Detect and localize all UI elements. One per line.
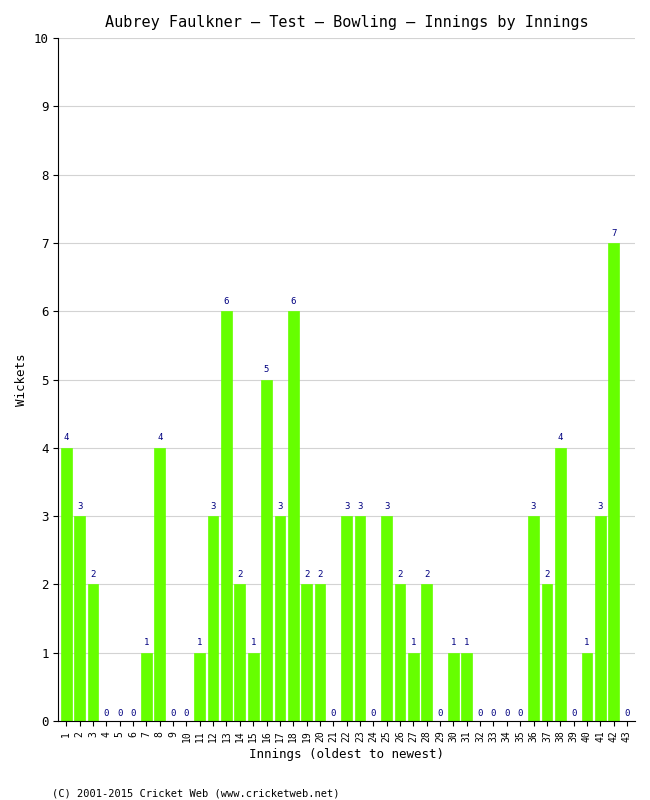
Bar: [74, 516, 85, 721]
Bar: [608, 243, 619, 721]
Bar: [235, 584, 245, 721]
Text: 6: 6: [224, 297, 229, 306]
Bar: [61, 448, 72, 721]
Bar: [582, 653, 592, 721]
Bar: [355, 516, 365, 721]
Text: 2: 2: [424, 570, 430, 579]
Text: 1: 1: [144, 638, 149, 647]
Bar: [208, 516, 218, 721]
Text: 0: 0: [437, 709, 443, 718]
Text: 2: 2: [397, 570, 403, 579]
Bar: [141, 653, 151, 721]
Text: 0: 0: [331, 709, 336, 718]
Text: 0: 0: [504, 709, 510, 718]
X-axis label: Innings (oldest to newest): Innings (oldest to newest): [249, 748, 444, 761]
Text: 0: 0: [517, 709, 523, 718]
Text: 0: 0: [571, 709, 577, 718]
Bar: [315, 584, 325, 721]
Text: 0: 0: [624, 709, 630, 718]
Bar: [555, 448, 566, 721]
Text: (C) 2001-2015 Cricket Web (www.cricketweb.net): (C) 2001-2015 Cricket Web (www.cricketwe…: [52, 788, 339, 798]
Text: 7: 7: [611, 229, 616, 238]
Text: 0: 0: [131, 709, 136, 718]
Bar: [221, 311, 232, 721]
Text: 0: 0: [117, 709, 122, 718]
Bar: [595, 516, 606, 721]
Title: Aubrey Faulkner – Test – Bowling – Innings by Innings: Aubrey Faulkner – Test – Bowling – Innin…: [105, 15, 588, 30]
Text: 6: 6: [291, 297, 296, 306]
Text: 1: 1: [197, 638, 203, 647]
Text: 0: 0: [491, 709, 496, 718]
Bar: [421, 584, 432, 721]
Bar: [462, 653, 472, 721]
Bar: [341, 516, 352, 721]
Text: 0: 0: [170, 709, 176, 718]
Text: 1: 1: [411, 638, 416, 647]
Bar: [301, 584, 312, 721]
Text: 3: 3: [77, 502, 83, 510]
Text: 4: 4: [157, 434, 162, 442]
Text: 4: 4: [558, 434, 563, 442]
Text: 3: 3: [211, 502, 216, 510]
Text: 3: 3: [277, 502, 283, 510]
Text: 3: 3: [344, 502, 349, 510]
Text: 1: 1: [584, 638, 590, 647]
Text: 1: 1: [464, 638, 469, 647]
Bar: [408, 653, 419, 721]
Text: 0: 0: [184, 709, 189, 718]
Text: 0: 0: [103, 709, 109, 718]
Bar: [288, 311, 298, 721]
Bar: [382, 516, 392, 721]
Bar: [155, 448, 165, 721]
Text: 1: 1: [250, 638, 256, 647]
Bar: [541, 584, 552, 721]
Bar: [395, 584, 406, 721]
Text: 3: 3: [531, 502, 536, 510]
Text: 4: 4: [64, 434, 69, 442]
Text: 2: 2: [544, 570, 550, 579]
Text: 3: 3: [384, 502, 389, 510]
Bar: [248, 653, 259, 721]
Text: 2: 2: [317, 570, 322, 579]
Text: 2: 2: [304, 570, 309, 579]
Text: 3: 3: [358, 502, 363, 510]
Text: 0: 0: [370, 709, 376, 718]
Text: 2: 2: [90, 570, 96, 579]
Bar: [274, 516, 285, 721]
Text: 2: 2: [237, 570, 242, 579]
Text: 5: 5: [264, 365, 269, 374]
Text: 3: 3: [597, 502, 603, 510]
Text: 1: 1: [450, 638, 456, 647]
Bar: [448, 653, 459, 721]
Y-axis label: Wickets: Wickets: [15, 354, 28, 406]
Bar: [528, 516, 539, 721]
Bar: [88, 584, 98, 721]
Bar: [194, 653, 205, 721]
Text: 0: 0: [478, 709, 483, 718]
Bar: [261, 379, 272, 721]
